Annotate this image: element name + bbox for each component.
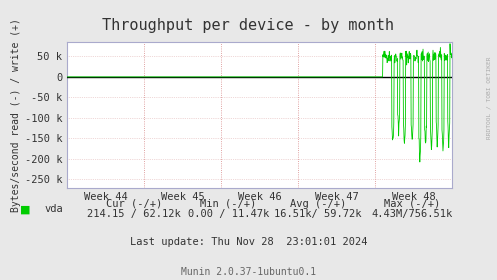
Text: Cur (-/+): Cur (-/+): [106, 199, 163, 209]
Text: Throughput per device - by month: Throughput per device - by month: [102, 18, 395, 33]
Text: Min (-/+): Min (-/+): [200, 199, 257, 209]
Text: Max (-/+): Max (-/+): [384, 199, 441, 209]
Text: Last update: Thu Nov 28  23:01:01 2024: Last update: Thu Nov 28 23:01:01 2024: [130, 237, 367, 247]
Text: 214.15 / 62.12k: 214.15 / 62.12k: [87, 209, 181, 219]
Text: ■: ■: [19, 204, 30, 214]
Text: Avg (-/+): Avg (-/+): [290, 199, 346, 209]
Text: 4.43M/756.51k: 4.43M/756.51k: [372, 209, 453, 219]
Text: Munin 2.0.37-1ubuntu0.1: Munin 2.0.37-1ubuntu0.1: [181, 267, 316, 277]
Text: RRDTOOL / TOBI OETIKER: RRDTOOL / TOBI OETIKER: [486, 57, 491, 139]
Text: 16.51k/ 59.72k: 16.51k/ 59.72k: [274, 209, 362, 219]
Text: vda: vda: [45, 204, 64, 214]
Y-axis label: Bytes/second read (-) / write (+): Bytes/second read (-) / write (+): [10, 18, 20, 212]
Text: 0.00 / 11.47k: 0.00 / 11.47k: [188, 209, 269, 219]
